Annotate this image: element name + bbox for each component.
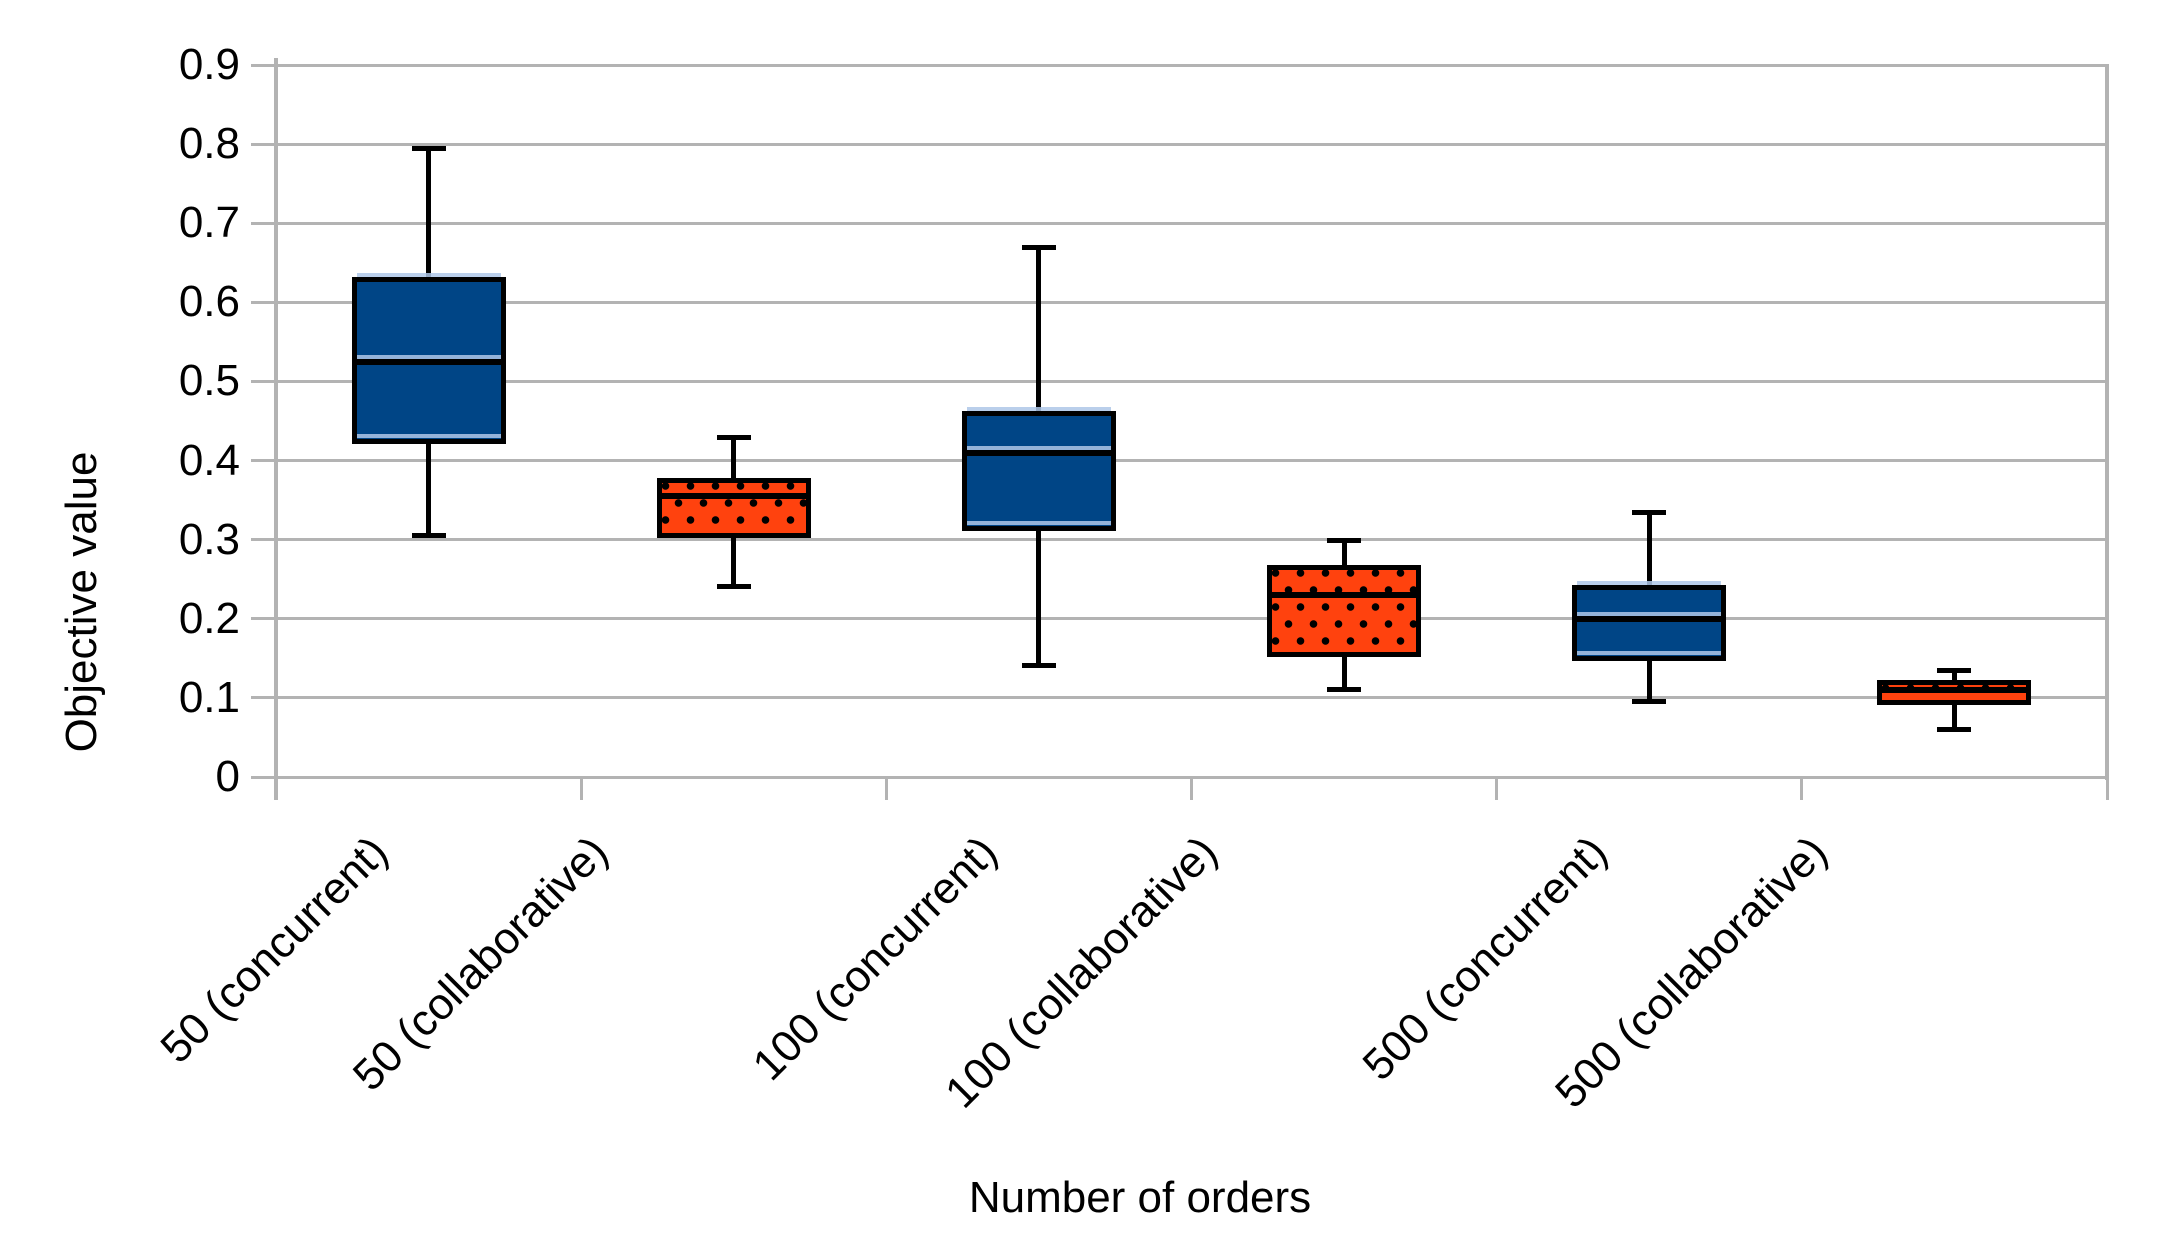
gridline — [251, 301, 2107, 304]
x-axis-tick — [580, 777, 583, 800]
x-axis-tick — [1800, 777, 1803, 800]
median-line — [352, 359, 506, 365]
box-highlight — [967, 446, 1111, 450]
y-tick-label: 0.8 — [178, 119, 240, 168]
gridline — [251, 617, 2107, 620]
y-tick-label: 0.5 — [178, 356, 240, 405]
box-highlight — [357, 355, 501, 359]
y-tick-label: 0.6 — [178, 277, 240, 326]
median-line — [962, 450, 1116, 456]
gridline — [251, 459, 2107, 462]
whisker-cap-top — [1632, 510, 1666, 515]
plot-right-border — [2105, 64, 2109, 780]
whisker-cap-bottom — [717, 584, 751, 589]
x-axis-tick — [1495, 777, 1498, 800]
x-axis-tick — [2106, 777, 2109, 800]
box-highlight — [1577, 581, 1721, 585]
whisker-cap-bottom — [1022, 663, 1056, 668]
gridline — [251, 696, 2107, 699]
median-line — [1877, 687, 2031, 693]
box-concurrent — [1572, 585, 1726, 661]
median-line — [657, 493, 811, 499]
whisker-cap-bottom — [1632, 699, 1666, 704]
x-axis-tick — [1190, 777, 1193, 800]
box-highlight — [967, 521, 1111, 525]
whisker-cap-top — [1937, 668, 1971, 673]
y-tick-label: 0.1 — [178, 673, 240, 722]
x-tick-label: 50 (concurrent) — [151, 827, 397, 1073]
y-tick-label: 0.4 — [178, 436, 240, 485]
whisker-cap-top — [1327, 538, 1361, 543]
y-tick-label: 0.2 — [178, 594, 240, 643]
whisker-cap-top — [1022, 245, 1056, 250]
y-tick-label: 0.7 — [178, 198, 240, 247]
y-tick-label: 0 — [215, 752, 240, 801]
y-axis-line — [274, 58, 278, 800]
box-concurrent — [962, 411, 1116, 531]
x-axis-title: Number of orders — [968, 1173, 1312, 1222]
box-highlight — [357, 434, 501, 438]
gridline — [251, 222, 2107, 225]
box-highlight — [1577, 612, 1721, 616]
x-axis-tick — [275, 777, 278, 800]
box-collaborative — [1267, 565, 1421, 657]
gridline — [251, 64, 2107, 67]
whisker-cap-bottom — [412, 533, 446, 538]
x-axis-tick — [885, 777, 888, 800]
gridline — [251, 538, 2107, 541]
box-highlight — [967, 407, 1111, 411]
y-tick-label: 0.3 — [178, 515, 240, 564]
whisker-cap-top — [717, 435, 751, 440]
box-collaborative — [657, 478, 811, 538]
gridline — [251, 143, 2107, 146]
whisker-cap-bottom — [1937, 727, 1971, 732]
median-line — [1267, 592, 1421, 598]
median-line — [1572, 616, 1726, 622]
gridline — [251, 380, 2107, 383]
gridline — [251, 776, 2107, 779]
box-highlight — [357, 273, 501, 277]
whisker-cap-bottom — [1327, 687, 1361, 692]
whisker-cap-top — [412, 146, 446, 151]
box-highlight — [1577, 651, 1721, 655]
y-tick-label: 0.9 — [178, 40, 240, 89]
